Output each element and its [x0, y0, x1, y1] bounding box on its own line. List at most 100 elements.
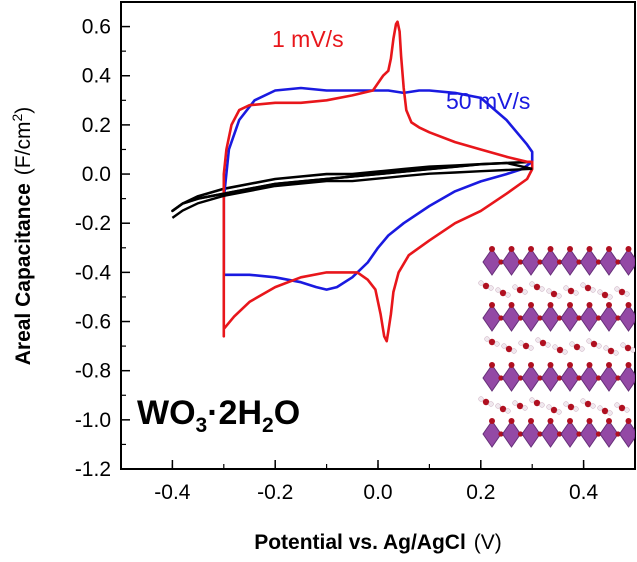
crystal-structure-illustration [478, 246, 635, 448]
oxygen-atom [576, 431, 582, 437]
y-tick-label: -1.2 [75, 458, 111, 481]
y-tick-label: 0.4 [82, 65, 112, 88]
formula-annotation: WO3·2H2O [137, 394, 300, 437]
octahedron [618, 248, 635, 276]
oxygen-atom [528, 362, 534, 368]
water-oxygen [584, 284, 592, 292]
octahedron [482, 364, 502, 392]
water-oxygen [482, 282, 490, 290]
y-axis-title-unit-open: (F/cm [12, 122, 35, 176]
x-axis-title: Potential vs. Ag/AgCl (V) [254, 531, 502, 554]
formula-end: O [274, 394, 300, 432]
x-tick-label: -0.4 [154, 481, 191, 504]
octahedron [560, 304, 580, 332]
oxygen-atom [634, 261, 635, 263]
water-hydrogen [529, 397, 535, 403]
octahedron [501, 364, 522, 392]
water-oxygen [539, 339, 547, 347]
water-hydrogen [539, 286, 545, 292]
oxygen-atom [634, 377, 635, 379]
water-hydrogen [573, 290, 579, 296]
water-hydrogen [488, 401, 494, 407]
oxygen-atom [498, 259, 504, 265]
water-hydrogen [569, 341, 575, 347]
formula-sub2: 2 [262, 414, 274, 437]
water-hydrogen [478, 396, 484, 402]
oxygen-atom [517, 431, 524, 437]
octahedron [560, 420, 580, 448]
oxygen-atom [528, 302, 534, 308]
water-oxygen [601, 291, 609, 299]
water-hydrogen [512, 284, 518, 290]
water-hydrogen [580, 398, 586, 404]
water-hydrogen [545, 342, 551, 348]
oxygen-atom [489, 246, 495, 252]
oxygen-atom [508, 246, 515, 252]
octahedron [618, 420, 635, 448]
y-axis-title: Areal Capacitance (F/cm2) [9, 107, 35, 366]
octahedron [540, 420, 561, 448]
water-hydrogen [546, 288, 552, 294]
water-hydrogen [488, 285, 494, 291]
oxygen-atom [615, 375, 621, 381]
oxygen-atom [615, 259, 621, 265]
oxygen-atom [595, 375, 602, 381]
water-hydrogen [539, 402, 545, 408]
x-axis-title-main: Potential vs. Ag/AgCl [254, 531, 466, 554]
water-hydrogen [528, 345, 534, 351]
water-oxygen [618, 288, 626, 296]
water-hydrogen [607, 294, 613, 300]
octahedron [540, 248, 561, 276]
oxygen-atom [537, 375, 543, 381]
oxygen-atom [606, 418, 612, 424]
oxygen-atom [634, 317, 635, 319]
y-axis-title-unit-sup: 2 [9, 114, 25, 122]
octahedron [560, 248, 580, 276]
water-hydrogen [590, 403, 596, 409]
oxygen-atom [595, 315, 602, 321]
oxygen-atom [547, 246, 554, 252]
oxygen-atom [567, 362, 573, 368]
water-hydrogen [556, 293, 562, 299]
water-hydrogen [484, 336, 490, 342]
water-oxygen [618, 404, 626, 412]
water-hydrogen [624, 291, 630, 297]
water-hydrogen [552, 344, 558, 350]
octahedron [521, 248, 541, 276]
octahedron [540, 364, 561, 392]
water-oxygen [556, 346, 564, 354]
water-oxygen [516, 402, 524, 410]
octahedron [618, 364, 635, 392]
water-oxygen [601, 407, 609, 415]
formula-mid: ·2H [207, 394, 262, 432]
oxygen-atom [595, 431, 602, 437]
oxygen-atom [567, 246, 573, 252]
oxygen-atom [489, 362, 495, 368]
water-hydrogen [603, 345, 609, 351]
oxygen-atom [498, 315, 504, 321]
x-tick-label: 0.4 [569, 481, 599, 504]
series-label-50mvs: 50 mV/s [446, 88, 530, 114]
oxygen-atom [489, 302, 495, 308]
water-hydrogen [613, 350, 619, 356]
water-hydrogen [556, 409, 562, 415]
oxygen-atom [498, 431, 504, 437]
octahedron [618, 304, 635, 332]
water-oxygen [533, 283, 541, 291]
water-hydrogen [518, 340, 524, 346]
y-axis-ticks: -1.2 -1.0 -0.8 -0.6 -0.4 -0.2 0.0 0.2 0.4 0.6 [75, 1, 130, 481]
y-tick-label: -1.0 [75, 409, 111, 432]
oxygen-atom [586, 246, 593, 252]
water-hydrogen [614, 402, 620, 408]
oxygen-atom [528, 418, 534, 424]
water-hydrogen [522, 405, 528, 411]
water-hydrogen [614, 286, 620, 292]
octahedron [579, 248, 600, 276]
oxygen-atom [606, 362, 612, 368]
plot-frame [120, 1, 636, 470]
water-oxygen [522, 342, 530, 350]
water-hydrogen [620, 342, 626, 348]
octahedron [599, 364, 619, 392]
series-line-black-branch [171, 161, 533, 219]
y-tick-label: -0.2 [75, 212, 111, 235]
